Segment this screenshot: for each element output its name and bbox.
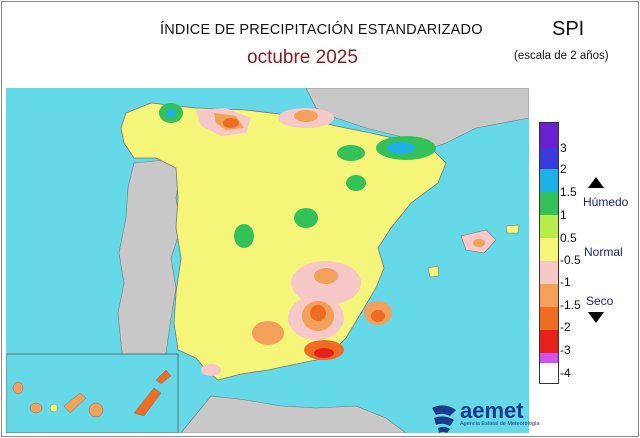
legend-tick: 0.5 [560, 231, 577, 245]
morocco-land [180, 395, 407, 433]
menorca [505, 224, 520, 234]
arrow-down-icon [588, 312, 604, 323]
legend-tick: -3 [560, 343, 571, 357]
legend-wet-label: Húmedo [583, 195, 629, 209]
legend-dry-label: Seco [586, 294, 614, 308]
map-period: octubre 2025 [247, 47, 358, 68]
legend-tick: -0.5 [560, 253, 581, 267]
legend-color-bar [539, 122, 559, 384]
legend-swatch-2to3 [540, 148, 558, 169]
legend-swatch-gt3 [540, 123, 558, 148]
legend-tick: -1.5 [560, 298, 581, 312]
arrow-up-icon [588, 177, 604, 188]
spi-map [6, 88, 529, 433]
aemet-logo-icon [432, 405, 456, 433]
index-name: SPI [552, 18, 585, 40]
scale-note: (escala de 2 años) [514, 50, 609, 62]
legend-swatch-n3ton2 [540, 330, 558, 353]
anomaly-patches [159, 103, 436, 376]
legend-tick: 1.5 [560, 185, 577, 199]
legend-tick: -4 [560, 366, 571, 380]
legend-swatch-normal [540, 238, 558, 261]
map-title: ÍNDICE DE PRECIPITACIÓN ESTANDARIZADO [160, 22, 483, 38]
legend-tick: -1 [560, 275, 571, 289]
logo-name: aemet [460, 398, 524, 423]
legend-swatch-n2ton15 [540, 307, 558, 330]
legend-swatch-1to1.5 [540, 192, 558, 215]
logo-tagline: Agencia Estatal de Meteorología [460, 421, 540, 427]
legend-tick: 2 [560, 162, 567, 176]
legend-tick: 3 [560, 141, 567, 155]
legend-tick: -2 [560, 320, 571, 334]
ibiza [427, 265, 440, 278]
legend-swatch-0.5to1 [540, 215, 558, 238]
legend-normal-label: Normal [584, 245, 623, 259]
legend-swatch-n15ton1 [540, 284, 558, 307]
legend-swatch-1.5to2 [540, 169, 558, 192]
canary-islands [12, 369, 172, 418]
legend-tick: 1 [560, 208, 567, 222]
legend-swatch-lt-n3 [540, 353, 558, 363]
legend-swatch-n1ton05 [540, 261, 558, 284]
